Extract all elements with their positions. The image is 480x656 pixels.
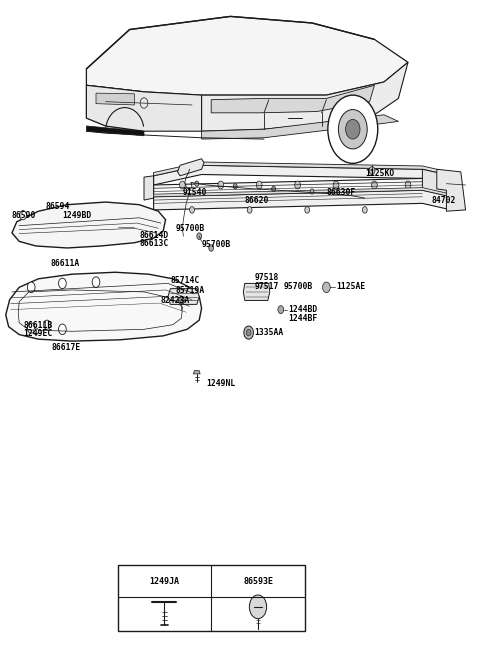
Text: 86630F: 86630F bbox=[326, 188, 356, 197]
Polygon shape bbox=[86, 126, 144, 136]
Text: 86614D: 86614D bbox=[139, 231, 168, 240]
Text: 1249JA: 1249JA bbox=[149, 577, 180, 586]
Text: 1244BF: 1244BF bbox=[288, 314, 317, 323]
Circle shape bbox=[27, 282, 35, 293]
Polygon shape bbox=[12, 202, 166, 248]
Polygon shape bbox=[154, 162, 451, 176]
Circle shape bbox=[59, 278, 66, 289]
Polygon shape bbox=[154, 188, 451, 197]
Circle shape bbox=[190, 207, 194, 213]
Text: 85719A: 85719A bbox=[175, 286, 204, 295]
Polygon shape bbox=[202, 115, 398, 139]
Polygon shape bbox=[202, 62, 408, 131]
Circle shape bbox=[34, 328, 38, 335]
Circle shape bbox=[20, 211, 26, 220]
Circle shape bbox=[272, 186, 276, 192]
Circle shape bbox=[333, 181, 339, 189]
Circle shape bbox=[247, 207, 252, 213]
Text: 95700B: 95700B bbox=[175, 224, 204, 234]
Circle shape bbox=[278, 306, 284, 314]
Circle shape bbox=[233, 184, 237, 189]
Polygon shape bbox=[115, 223, 137, 237]
Text: 91540: 91540 bbox=[182, 188, 207, 197]
Text: 95700B: 95700B bbox=[283, 282, 312, 291]
Polygon shape bbox=[211, 85, 374, 113]
Text: 1125KO: 1125KO bbox=[365, 169, 394, 178]
Text: 95700B: 95700B bbox=[202, 240, 231, 249]
Text: 86594: 86594 bbox=[46, 202, 70, 211]
Polygon shape bbox=[422, 169, 451, 198]
Circle shape bbox=[92, 277, 100, 287]
Text: 86593E: 86593E bbox=[243, 577, 273, 586]
Circle shape bbox=[27, 323, 35, 333]
Circle shape bbox=[405, 181, 411, 189]
Text: 86620: 86620 bbox=[245, 195, 269, 205]
Text: 86613C: 86613C bbox=[139, 239, 168, 248]
Text: 1125AE: 1125AE bbox=[336, 282, 365, 291]
Polygon shape bbox=[96, 93, 134, 105]
Circle shape bbox=[369, 167, 375, 174]
Polygon shape bbox=[144, 176, 154, 200]
Circle shape bbox=[295, 181, 300, 189]
Text: 1244BD: 1244BD bbox=[288, 305, 317, 314]
Polygon shape bbox=[193, 371, 200, 374]
Circle shape bbox=[195, 181, 199, 186]
Polygon shape bbox=[86, 16, 408, 95]
Text: 86611A: 86611A bbox=[50, 259, 80, 268]
Circle shape bbox=[362, 207, 367, 213]
Text: 86617E: 86617E bbox=[52, 343, 81, 352]
Circle shape bbox=[346, 119, 360, 139]
Text: 84702: 84702 bbox=[432, 195, 456, 205]
Polygon shape bbox=[437, 169, 466, 211]
Circle shape bbox=[246, 329, 251, 336]
Circle shape bbox=[180, 181, 185, 189]
Text: 1335AA: 1335AA bbox=[254, 328, 284, 337]
Circle shape bbox=[250, 595, 267, 619]
Circle shape bbox=[44, 320, 50, 329]
Text: 97517: 97517 bbox=[254, 282, 279, 291]
Text: 1249BD: 1249BD bbox=[62, 211, 92, 220]
Polygon shape bbox=[86, 85, 202, 131]
Circle shape bbox=[305, 207, 310, 213]
Polygon shape bbox=[154, 178, 451, 198]
Circle shape bbox=[244, 326, 253, 339]
Polygon shape bbox=[6, 272, 202, 341]
Circle shape bbox=[338, 110, 367, 149]
Polygon shape bbox=[168, 289, 199, 304]
Circle shape bbox=[72, 207, 77, 215]
Text: 86611B: 86611B bbox=[23, 321, 52, 330]
Text: 97518: 97518 bbox=[254, 273, 279, 282]
Text: 86590: 86590 bbox=[12, 211, 36, 220]
Text: 1249NL: 1249NL bbox=[206, 379, 236, 388]
Text: 82423A: 82423A bbox=[161, 296, 190, 305]
Text: 85714C: 85714C bbox=[170, 276, 200, 285]
Circle shape bbox=[323, 282, 330, 293]
Polygon shape bbox=[178, 159, 204, 176]
Polygon shape bbox=[243, 283, 270, 300]
Circle shape bbox=[218, 181, 224, 189]
Circle shape bbox=[256, 181, 262, 189]
Circle shape bbox=[328, 95, 378, 163]
Circle shape bbox=[310, 189, 314, 194]
Circle shape bbox=[59, 324, 66, 335]
Polygon shape bbox=[154, 190, 451, 210]
Circle shape bbox=[372, 181, 377, 189]
Polygon shape bbox=[154, 165, 451, 185]
Polygon shape bbox=[86, 85, 144, 131]
Text: 1249EC: 1249EC bbox=[23, 329, 52, 338]
Circle shape bbox=[197, 233, 202, 239]
Circle shape bbox=[209, 245, 214, 251]
Circle shape bbox=[179, 297, 184, 304]
